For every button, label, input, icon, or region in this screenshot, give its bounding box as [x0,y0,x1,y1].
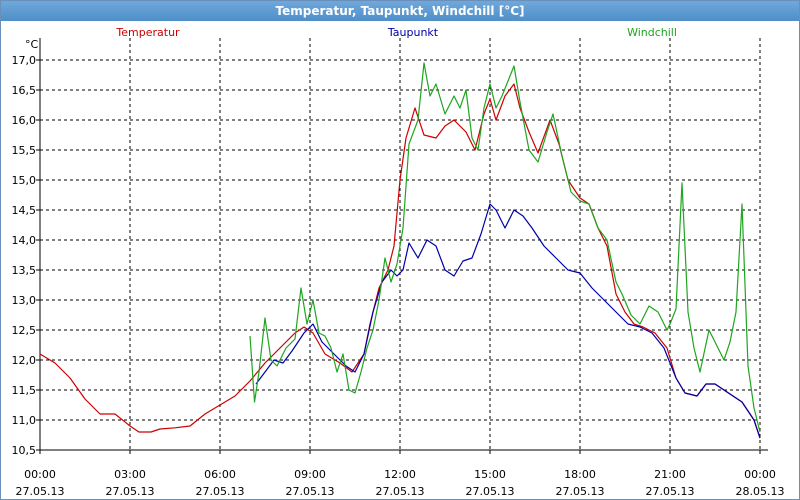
chart-axes [36,38,768,454]
y-tick-label: 11,5 [12,384,37,397]
y-tick-label: 14,0 [12,234,37,247]
x-tick-time: 12:00 [384,468,416,481]
series-line-taupunkt [255,203,761,439]
y-tick-label: 11,0 [12,414,37,427]
y-tick-label: 12,5 [12,324,37,337]
x-tick-time: 09:00 [294,468,326,481]
x-tick-date: 27.05.13 [646,485,695,498]
y-tick-label: 12,0 [12,354,37,367]
series-line-temperatur [39,83,761,439]
chart-grid [40,38,761,451]
series-line-windchill [249,62,761,433]
x-tick-date: 27.05.13 [376,485,425,498]
chart-lines [39,62,761,439]
y-tick-label: 16,0 [12,114,37,127]
y-tick-label: 13,5 [12,264,37,277]
legend-temperatur: Temperatur [115,26,180,39]
y-tick-label: 10,5 [12,444,37,457]
window-title: Temperatur, Taupunkt, Windchill [°C] [1,1,799,21]
y-axis-unit: °C [25,38,39,51]
y-tick-label: 17,0 [12,54,37,67]
x-tick-time: 06:00 [204,468,236,481]
y-tick-label: 15,0 [12,174,37,187]
x-tick-date: 28.05.13 [736,485,785,498]
x-tick-date: 27.05.13 [556,485,605,498]
x-tick-time: 00:00 [24,468,56,481]
x-tick-time: 21:00 [654,468,686,481]
y-tick-label: 13,0 [12,294,37,307]
x-tick-date: 27.05.13 [466,485,515,498]
x-tick-date: 27.05.13 [106,485,155,498]
x-tick-date: 27.05.13 [16,485,65,498]
x-tick-date: 27.05.13 [286,485,335,498]
y-tick-label: 16,5 [12,84,37,97]
x-tick-time: 00:00 [744,468,776,481]
x-tick-time: 18:00 [564,468,596,481]
chart-labels: 17,0 16,5 16,0 15,5 15,0 14,5 14,0 13,5 13,0 12,5… [12,26,785,498]
x-tick-time: 03:00 [114,468,146,481]
legend-windchill: Windchill [627,26,677,39]
legend-taupunkt: Taupunkt [387,26,439,39]
y-tick-label: 14,5 [12,204,37,217]
y-tick-label: 15,5 [12,144,37,157]
x-tick-time: 15:00 [474,468,506,481]
x-tick-date: 27.05.13 [196,485,245,498]
